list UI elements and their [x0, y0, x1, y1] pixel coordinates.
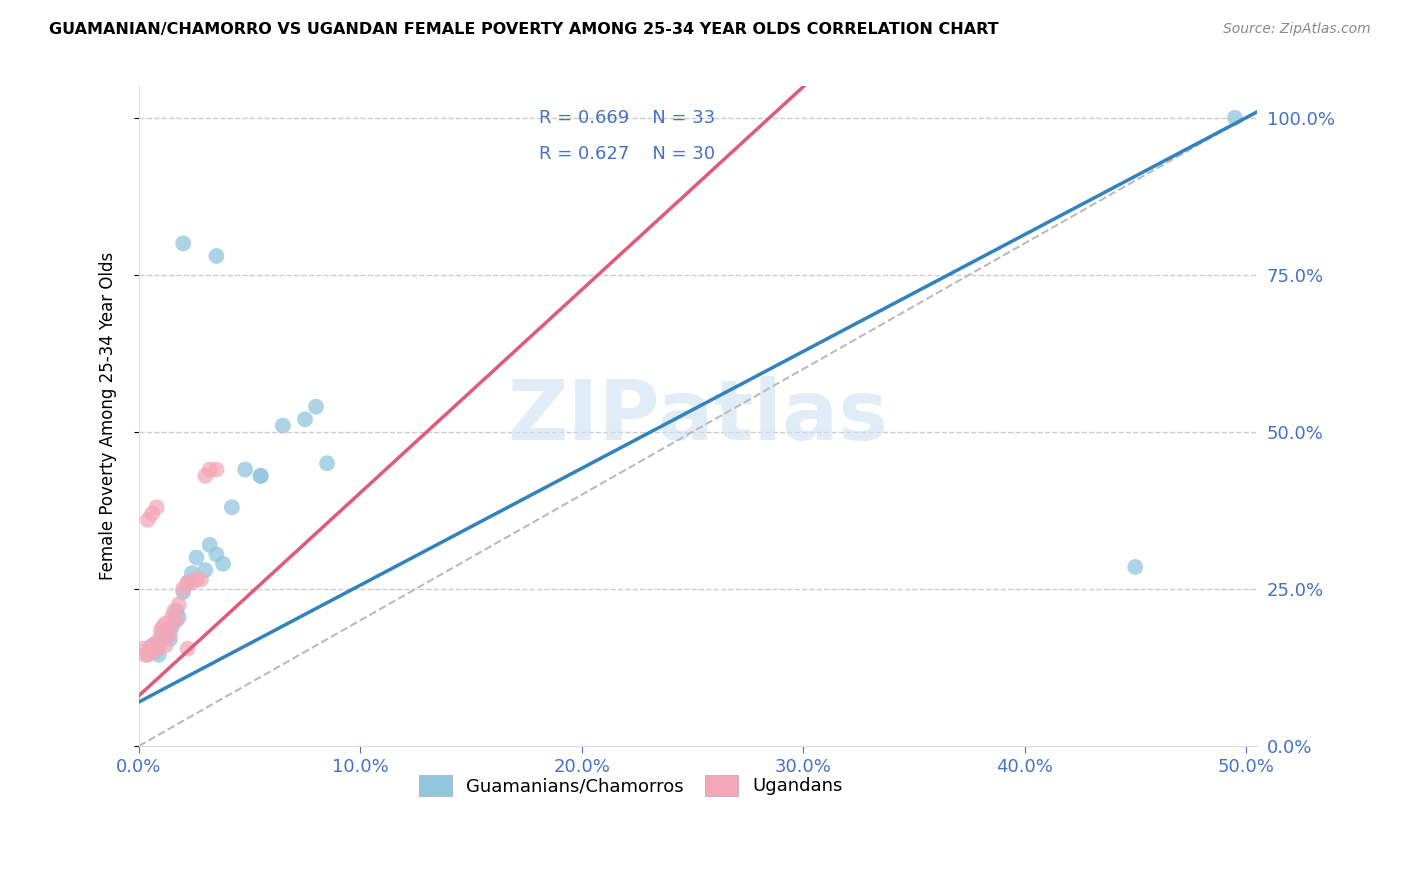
Point [181, 575, 204, 590]
Point [160, 610, 183, 624]
Point [316, 456, 339, 470]
Point [145, 639, 167, 653]
Point [167, 598, 190, 612]
Point [150, 623, 173, 637]
Point [294, 412, 316, 426]
Text: GUAMANIAN/CHAMORRO VS UGANDAN FEMALE POVERTY AMONG 25-34 YEAR OLDS CORRELATION C: GUAMANIAN/CHAMORRO VS UGANDAN FEMALE POV… [49, 22, 998, 37]
Point [186, 550, 208, 565]
Point [156, 629, 179, 643]
Point [176, 575, 198, 590]
Point [143, 645, 166, 659]
Point [163, 604, 186, 618]
Point [249, 468, 271, 483]
Point [194, 468, 217, 483]
Text: R = 0.627    N = 30: R = 0.627 N = 30 [538, 145, 716, 162]
Point [249, 468, 271, 483]
Point [205, 462, 228, 476]
Point [148, 648, 170, 662]
Point [221, 500, 243, 515]
Point [159, 626, 181, 640]
Point [139, 641, 162, 656]
Point [205, 249, 228, 263]
Point [176, 575, 198, 590]
Point [163, 613, 186, 627]
Point [139, 641, 162, 656]
Text: ZIPatlas: ZIPatlas [508, 376, 889, 457]
Point [160, 619, 183, 633]
Point [145, 500, 167, 515]
Point [181, 566, 204, 581]
Point [155, 616, 177, 631]
Text: R = 0.669    N = 33: R = 0.669 N = 33 [538, 109, 716, 127]
Point [212, 557, 235, 571]
Point [166, 604, 188, 618]
Point [194, 563, 217, 577]
Point [166, 613, 188, 627]
Point [205, 548, 228, 562]
Point [152, 619, 174, 633]
Point [167, 610, 190, 624]
Point [141, 645, 163, 659]
Point [271, 418, 294, 433]
Point [155, 626, 177, 640]
Point [198, 538, 221, 552]
Point [190, 573, 212, 587]
Point [156, 629, 179, 643]
Point [141, 639, 163, 653]
Point [148, 641, 170, 656]
Point [143, 639, 166, 653]
Point [155, 639, 177, 653]
Point [159, 632, 181, 647]
Text: Source: ZipAtlas.com: Source: ZipAtlas.com [1223, 22, 1371, 37]
Point [198, 462, 221, 476]
Point [150, 629, 173, 643]
Point [145, 635, 167, 649]
Point [176, 641, 198, 656]
Point [132, 641, 155, 656]
Point [136, 648, 159, 662]
Point [172, 585, 194, 599]
Point [1223, 111, 1246, 125]
Point [305, 400, 328, 414]
Point [136, 513, 159, 527]
Point [186, 573, 208, 587]
Y-axis label: Female Poverty Among 25-34 Year Olds: Female Poverty Among 25-34 Year Olds [100, 252, 117, 581]
Point [135, 648, 157, 662]
Point [172, 236, 194, 251]
Point [233, 462, 256, 476]
Legend: Guamanians/Chamorros, Ugandans: Guamanians/Chamorros, Ugandans [412, 768, 849, 803]
Point [141, 507, 163, 521]
Point [1123, 560, 1146, 574]
Point [172, 582, 194, 596]
